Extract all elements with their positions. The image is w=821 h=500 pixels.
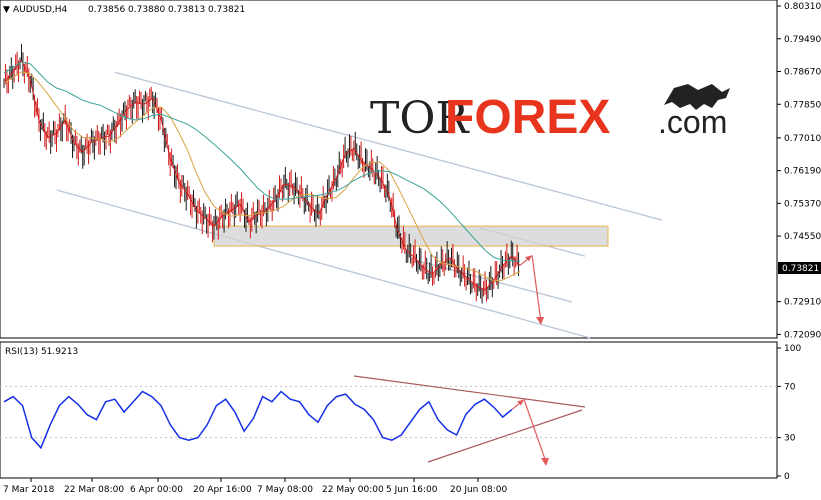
channel-upper-line [114, 71, 663, 221]
rsi-layer [0, 375, 777, 466]
price-tick-label: 0.72090 [784, 330, 821, 340]
logo-com: .com [658, 104, 727, 140]
time-tick-label: 20 Jun 08:00 [450, 485, 507, 495]
resistance-zone [213, 225, 609, 247]
dropdown-icon[interactable]: ▼ [3, 5, 10, 15]
rsi-tick-label: 70 [784, 382, 796, 392]
chart-open: 0.73856 [88, 5, 125, 15]
rsi-line [3, 390, 513, 450]
channel-lower-line [56, 189, 591, 339]
price-tick-label: 0.79490 [784, 35, 821, 45]
rsi-triangle-lower [427, 409, 583, 463]
ma-slow-line [3, 61, 521, 262]
current-price-label: 0.73821 [782, 264, 819, 274]
price-tick-label: 0.78670 [784, 68, 821, 78]
logo-forex: FOREX [445, 91, 610, 144]
rsi-triangle-upper [353, 375, 586, 408]
price-tick-label: 0.74550 [784, 232, 821, 242]
chart-symbol: AUDUSD,H4 [13, 5, 68, 15]
bull-icon [664, 84, 730, 110]
chart-high: 0.73880 [128, 5, 165, 15]
forecast-up-arrowhead [525, 255, 532, 262]
axis-layer: 0.80310 0.79490 0.78670 0.77850 0.77010 0.761… [3, 2, 821, 495]
rsi-down-arrowhead [541, 458, 549, 466]
ma-fast-line [3, 71, 521, 282]
rsi-title: RSI(13) 51.9213 [5, 347, 78, 357]
torforex-logo: TOR FOREX .com [370, 84, 730, 144]
chart-close: 0.73821 [208, 5, 245, 15]
time-tick-label: 7 May 08:00 [257, 485, 313, 495]
rsi-up-arrowhead [517, 399, 524, 406]
time-tick-label: 22 Mar 08:00 [64, 485, 124, 495]
price-line [3, 59, 521, 291]
price-panel [0, 0, 778, 339]
price-tick-label: 0.77850 [784, 100, 821, 110]
rsi-tick-label: 100 [784, 344, 801, 354]
price-layer [3, 43, 663, 339]
rsi-panel [0, 341, 778, 479]
rsi-down-arrow [523, 399, 547, 463]
price-tick-label: 0.80310 [784, 2, 821, 12]
rsi-tick-label: 0 [784, 472, 790, 482]
price-tick-label: 0.76190 [784, 167, 821, 177]
time-tick-label: 6 Apr 00:00 [130, 485, 183, 495]
forecast-down-arrowhead [536, 317, 544, 325]
time-tick-label: 7 Mar 2018 [3, 485, 55, 495]
time-tick-label: 5 Jun 16:00 [386, 485, 438, 495]
price-tick-label: 0.77010 [784, 134, 821, 144]
rsi-tick-label: 30 [784, 434, 796, 444]
price-tick-label: 0.72910 [784, 298, 821, 308]
current-price-box [778, 262, 821, 274]
price-tick-label: 0.75370 [784, 199, 821, 209]
time-tick-label: 20 Apr 16:00 [193, 485, 252, 495]
forecast-down-arrow [531, 255, 542, 323]
chart-low: 0.73813 [168, 5, 205, 15]
time-tick-label: 22 May 00:00 [322, 485, 384, 495]
logo-tor: TOR [370, 93, 470, 144]
